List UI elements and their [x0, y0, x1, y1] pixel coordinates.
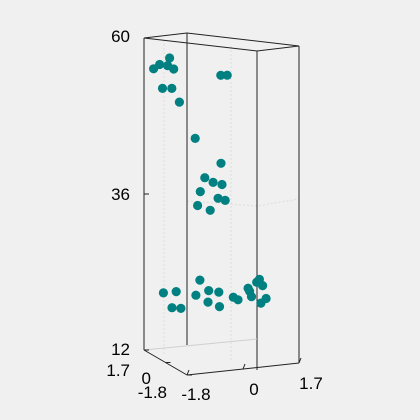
- data-point: [190, 133, 200, 143]
- data-point: [217, 179, 227, 190]
- y-tick-label-zero: 0: [142, 369, 151, 388]
- data-point: [191, 290, 201, 300]
- data-point: [157, 83, 168, 93]
- data-points: [149, 53, 271, 313]
- y-tick-label-max: 1.7: [106, 361, 130, 380]
- x-tick-label-max: 1.7: [299, 374, 323, 393]
- z-axis-labels: 60 36 12: [111, 27, 130, 359]
- data-point: [216, 70, 226, 80]
- data-point: [158, 288, 168, 298]
- data-point: [205, 205, 215, 215]
- z-tick-label-bottom: 12: [111, 340, 130, 359]
- data-point: [200, 173, 210, 183]
- x-tick-mark: [298, 357, 302, 364]
- data-point: [258, 281, 268, 291]
- data-point: [171, 287, 181, 297]
- data-point: [246, 292, 257, 302]
- data-point: [220, 195, 230, 205]
- data-point: [167, 303, 177, 313]
- x-tick-label-zero: 0: [249, 380, 258, 399]
- data-point: [208, 177, 218, 187]
- data-point: [214, 302, 225, 312]
- data-point: [233, 295, 243, 305]
- y-tick-label-min: -1.8: [138, 383, 167, 402]
- z-tick-label-mid: 36: [111, 185, 130, 204]
- ticks-layer: [144, 37, 302, 376]
- axes-box: [143, 32, 300, 376]
- data-point: [167, 83, 177, 93]
- floor-back-edge-x: [143, 338, 258, 351]
- data-point: [216, 158, 226, 168]
- data-point: [174, 97, 184, 107]
- x-tick-mark: [186, 369, 190, 376]
- z-tick-label-top: 60: [111, 27, 130, 46]
- x-tick-mark: [242, 363, 246, 370]
- x-tick-label-min: -1.8: [181, 385, 210, 404]
- data-point: [165, 53, 175, 63]
- data-point: [204, 286, 214, 296]
- data-point: [193, 200, 203, 211]
- data-point: [213, 193, 223, 203]
- data-point: [176, 303, 186, 313]
- data-point: [214, 287, 224, 297]
- data-point: [203, 297, 213, 307]
- data-point: [261, 293, 271, 304]
- x-axis-labels: -1.8 0 1.7: [181, 374, 322, 404]
- data-point: [155, 59, 165, 70]
- y-axis-labels: 1.7 0 -1.8: [106, 361, 167, 402]
- data-point: [195, 275, 205, 285]
- data-point: [222, 70, 232, 80]
- data-point: [169, 64, 179, 74]
- data-point: [195, 187, 205, 197]
